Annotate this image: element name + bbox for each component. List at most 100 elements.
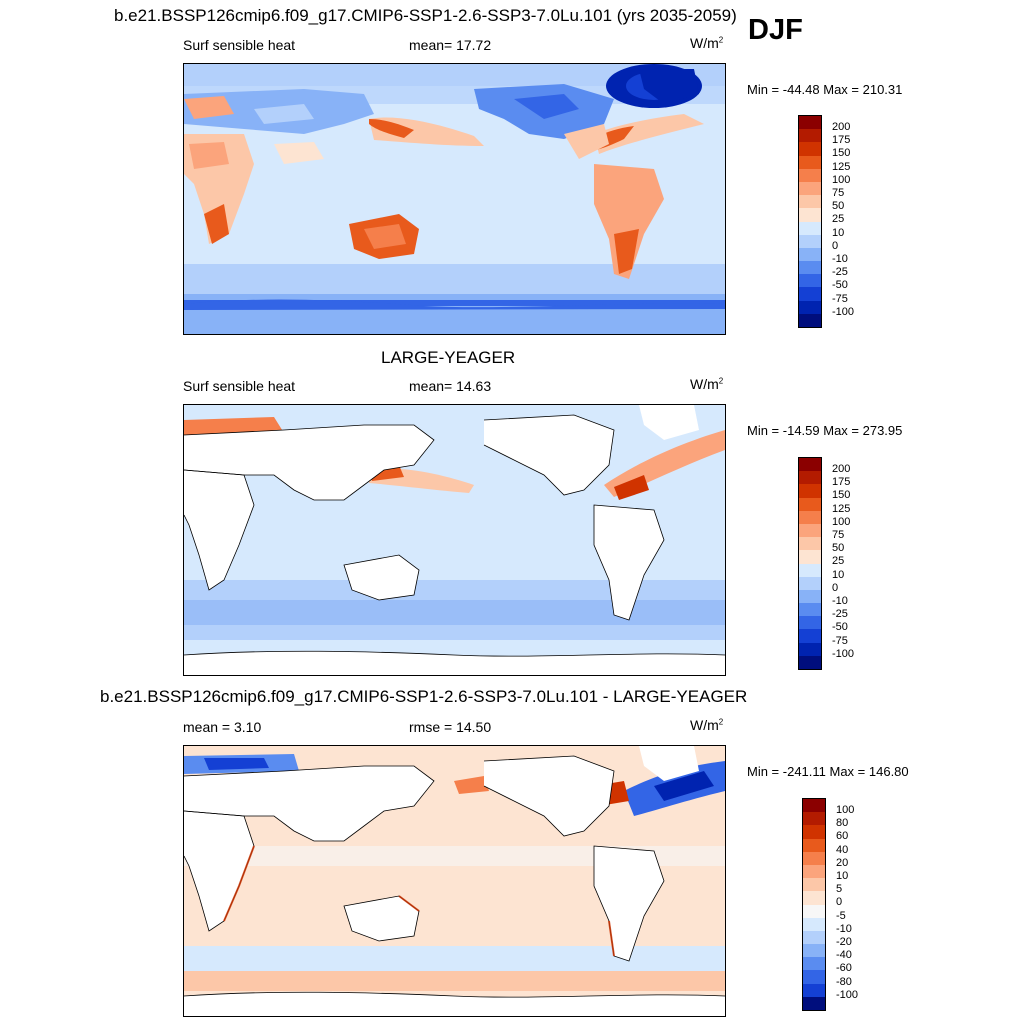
colorbar-tick-label: 200 — [832, 463, 851, 475]
colorbar-tick-label: -10 — [832, 253, 848, 265]
panel3-units-label: W/m2 — [690, 717, 724, 733]
colorbar-tick-label: 10 — [832, 226, 845, 239]
colorbar-tick-label: 40 — [836, 843, 849, 856]
colorbar-segment — [799, 629, 821, 643]
colorbar-tick-label: 25 — [832, 555, 845, 568]
colorbar-segment — [799, 603, 821, 617]
colorbar-segment — [799, 458, 821, 472]
panel2-map — [183, 404, 726, 676]
colorbar-segment — [803, 825, 825, 839]
colorbar-tick-label: -100 — [836, 988, 859, 1001]
colorbar-segment — [803, 864, 825, 879]
colorbar-tick-label: 100 — [832, 515, 851, 528]
panel3-map — [183, 745, 726, 1017]
season-label: DJF — [748, 14, 803, 46]
panel3-section-title: b.e21.BSSP126cmip6.f09_g17.CMIP6-SSP1-2.… — [100, 687, 748, 706]
colorbar-segment — [803, 878, 825, 892]
colorbar-segment — [803, 957, 825, 971]
colorbar-segment — [799, 523, 821, 538]
colorbar-tick-label: 25 — [832, 213, 845, 226]
colorbar-segment — [799, 576, 821, 590]
colorbar-segment — [803, 851, 825, 865]
colorbar-segment — [803, 996, 825, 1010]
colorbar-tick-label: -60 — [836, 962, 852, 975]
colorbar-segment — [799, 313, 821, 327]
colorbar-segment — [803, 917, 825, 931]
panel1-minmax-label: Min = -44.48 Max = 210.31 — [747, 82, 903, 97]
panel2-minmax-label: Min = -14.59 Max = 273.95 — [747, 423, 903, 438]
colorbar-segment — [799, 181, 821, 196]
colorbar-segment — [799, 550, 821, 564]
colorbar-segment — [799, 221, 821, 235]
panel3-mean-label: mean = 3.10 — [183, 719, 262, 735]
colorbar-tick-label: 0 — [832, 239, 839, 252]
colorbar-tick-label: 75 — [832, 529, 845, 541]
panel1-variable-label: Surf sensible heat — [183, 37, 296, 53]
panel2-mean-label: mean= 14.63 — [409, 378, 492, 394]
colorbar-tick-label: 10 — [836, 870, 849, 882]
main-title: b.e21.BSSP126cmip6.f09_g17.CMIP6-SSP1-2.… — [114, 6, 737, 25]
colorbar-segment — [799, 510, 821, 524]
panel2-variable-label: Surf sensible heat — [183, 378, 296, 394]
colorbar-segment — [799, 471, 821, 485]
colorbar-segment — [799, 274, 821, 288]
colorbar-tick-label: -10 — [832, 595, 848, 607]
colorbar-tick-label: 0 — [836, 896, 843, 909]
colorbar-tick-label: 200 — [832, 121, 851, 133]
colorbar-tick-label: -10 — [836, 922, 852, 935]
colorbar-segment — [803, 904, 825, 918]
colorbar-segment — [803, 891, 825, 905]
colorbar-segment — [803, 838, 825, 852]
colorbar-segment — [803, 983, 825, 997]
colorbar-segment — [803, 944, 825, 958]
colorbar-segment — [799, 234, 821, 248]
colorbar-segment — [803, 799, 825, 813]
colorbar-tick-label: 80 — [836, 817, 849, 830]
colorbar-tick-label: -100 — [832, 305, 855, 318]
colorbar-tick-label: 175 — [832, 476, 851, 489]
colorbar-tick-label: 150 — [832, 489, 851, 502]
panel1-map — [183, 63, 726, 335]
colorbar-tick-label: -75 — [832, 292, 848, 305]
colorbar-segment — [799, 589, 821, 604]
colorbar-segment — [799, 616, 821, 630]
colorbar-tick-label: -5 — [836, 909, 846, 922]
colorbar-segment — [803, 970, 825, 984]
colorbar-segment — [803, 930, 825, 945]
colorbar-tick-label: -75 — [832, 634, 848, 647]
colorbar-tick-label: 150 — [832, 147, 851, 160]
colorbar-segment — [799, 142, 821, 156]
colorbar-tick-label: 10 — [832, 568, 845, 581]
colorbar-segment — [799, 195, 821, 209]
colorbar-segment — [799, 208, 821, 222]
colorbar-tick-label: 50 — [832, 542, 845, 555]
colorbar-segment — [799, 247, 821, 262]
colorbar-tick-label: 75 — [832, 187, 845, 199]
colorbar-tick-label: 60 — [836, 830, 849, 843]
colorbar-segment — [799, 563, 821, 577]
colorbar-tick-label: -20 — [836, 936, 852, 948]
panel2-colorbar — [798, 457, 822, 671]
colorbar-tick-label: 100 — [836, 804, 855, 816]
colorbar-segment — [799, 155, 821, 169]
colorbar-segment — [803, 812, 825, 826]
colorbar-tick-label: -50 — [832, 621, 848, 634]
colorbar-tick-label: -50 — [832, 279, 848, 292]
panel3-minmax-label: Min = -241.11 Max = 146.80 — [747, 764, 909, 779]
colorbar-tick-label: 50 — [832, 200, 845, 213]
colorbar-tick-label: 125 — [832, 502, 851, 515]
colorbar-segment — [799, 300, 821, 314]
panel1-units-label: W/m2 — [690, 35, 724, 51]
colorbar-segment — [799, 261, 821, 275]
colorbar-segment — [799, 642, 821, 656]
colorbar-tick-label: -100 — [832, 647, 855, 660]
panel1-colorbar — [798, 115, 822, 329]
colorbar-tick-label: 175 — [832, 134, 851, 147]
colorbar-segment — [799, 497, 821, 511]
colorbar-segment — [799, 484, 821, 498]
colorbar-tick-label: 0 — [832, 581, 839, 594]
panel3-rmse-label: rmse = 14.50 — [409, 719, 492, 735]
panel2-section-title: LARGE-YEAGER — [381, 348, 516, 367]
colorbar-segment — [799, 168, 821, 182]
colorbar-tick-label: 100 — [832, 173, 851, 186]
